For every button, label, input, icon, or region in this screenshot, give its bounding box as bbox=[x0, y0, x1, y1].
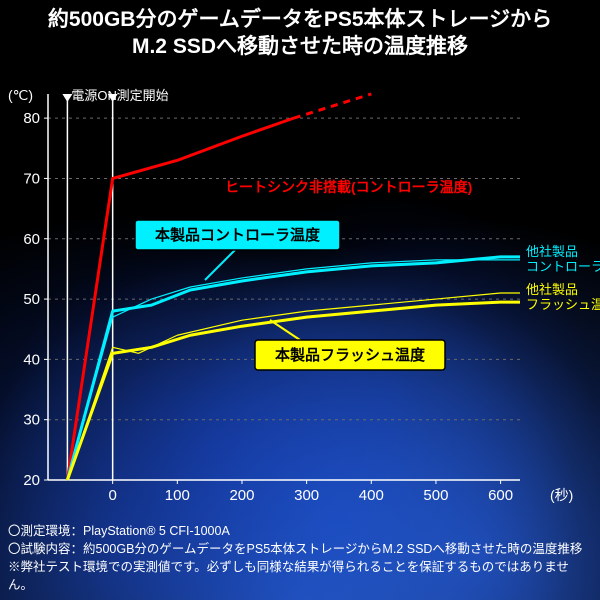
svg-text:500: 500 bbox=[423, 487, 448, 504]
svg-text:(℃): (℃) bbox=[8, 87, 33, 103]
svg-text:400: 400 bbox=[359, 487, 384, 504]
svg-text:本製品フラッシュ温度: 本製品フラッシュ温度 bbox=[275, 346, 426, 364]
svg-text:他社製品: 他社製品 bbox=[526, 244, 578, 259]
svg-text:40: 40 bbox=[23, 351, 40, 368]
svg-text:50: 50 bbox=[23, 291, 40, 308]
svg-text:80: 80 bbox=[23, 110, 40, 127]
svg-text:20: 20 bbox=[23, 472, 40, 489]
svg-text:0: 0 bbox=[108, 487, 116, 504]
temperature-chart: 電源ON測定開始20304050607080(℃)010020030040050… bbox=[0, 80, 600, 520]
svg-text:ヒートシンク非搭載(コントローラ温度): ヒートシンク非搭載(コントローラ温度) bbox=[225, 179, 472, 195]
svg-text:30: 30 bbox=[23, 412, 40, 429]
svg-text:測定開始: 測定開始 bbox=[117, 88, 169, 103]
svg-text:本製品コントローラ温度: 本製品コントローラ温度 bbox=[155, 226, 321, 244]
footer-notes: 〇測定環境：PlayStation® 5 CFI-1000A 〇試験内容：約50… bbox=[8, 522, 592, 595]
svg-text:600: 600 bbox=[488, 487, 513, 504]
svg-text:70: 70 bbox=[23, 170, 40, 187]
svg-text:フラッシュ温度: フラッシュ温度 bbox=[526, 297, 600, 312]
svg-text:他社製品: 他社製品 bbox=[526, 282, 578, 297]
svg-text:(秒): (秒) bbox=[550, 487, 573, 503]
svg-text:100: 100 bbox=[165, 487, 190, 504]
chart-title: 約500GB分のゲームデータをPS5本体ストレージから M.2 SSDへ移動させ… bbox=[0, 6, 600, 61]
svg-text:200: 200 bbox=[229, 487, 254, 504]
svg-text:300: 300 bbox=[294, 487, 319, 504]
svg-text:コントローラ温度: コントローラ温度 bbox=[526, 259, 600, 274]
svg-text:60: 60 bbox=[23, 231, 40, 248]
